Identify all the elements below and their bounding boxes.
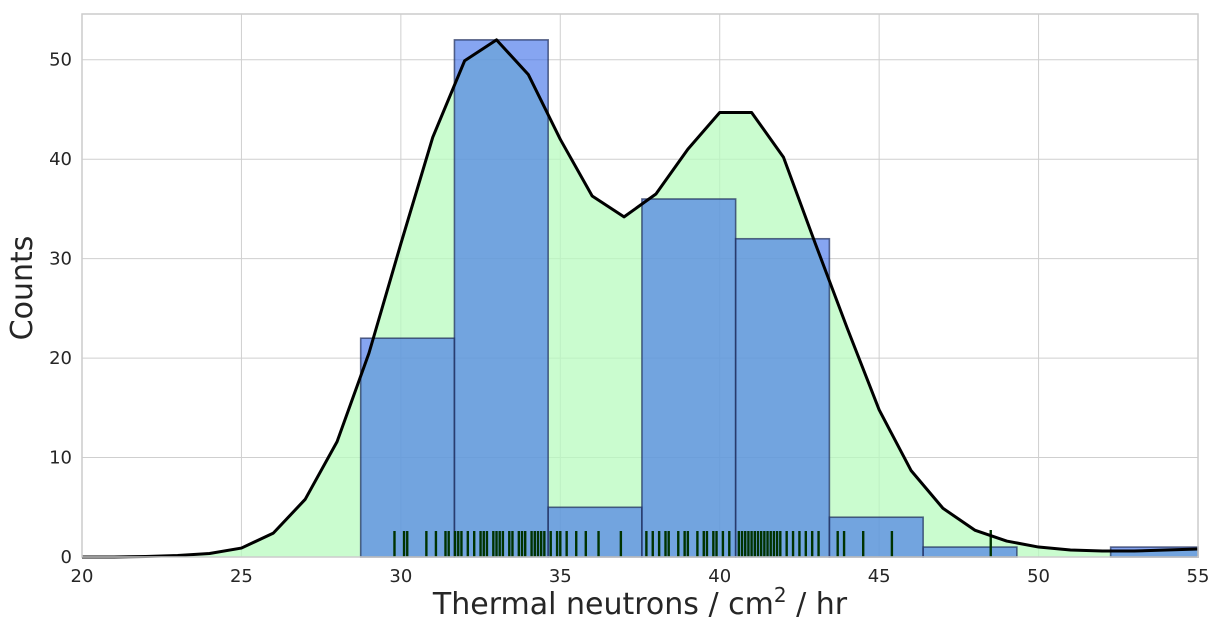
x-axis-title: Thermal neutrons / cm2 / hr [432,583,848,622]
histogram-bar [641,198,737,558]
x-tick-label: 45 [868,566,891,587]
histogram-bars [359,39,1199,558]
x-tick-label: 35 [549,566,572,587]
histogram-bar [547,506,643,558]
plot-frame [81,13,1199,558]
x-tick-label: 30 [389,566,412,587]
grid-lines [81,14,1199,558]
y-tick-label: 30 [49,249,72,270]
histogram-bar [734,237,831,558]
y-tick-label: 50 [49,50,72,71]
histogram-bar [922,546,1018,558]
y-tick-label: 10 [49,448,72,469]
kde-area-layer [82,39,1198,558]
x-tick-label: 25 [230,566,253,587]
x-tick-label: 40 [708,566,731,587]
histogram-bar [359,337,456,558]
histogram-bar [453,39,549,558]
y-tick-label: 40 [49,149,72,170]
y-tick-label: 20 [49,348,72,369]
x-tick-label: 50 [1027,566,1050,587]
kde-area [82,39,1198,558]
kde-line-layer [82,38,1199,559]
kde-line [82,38,1199,559]
y-tick-labels: 0 10 20 30 40 50 [49,50,72,568]
y-axis-title: Counts [5,236,40,341]
x-tick-label: 55 [1187,566,1210,587]
x-tick-label: 20 [71,566,94,587]
rug-ticks [393,530,992,557]
x-tick-labels: 20 25 30 35 40 45 50 55 [71,566,1210,587]
y-tick-label: 0 [61,547,72,568]
